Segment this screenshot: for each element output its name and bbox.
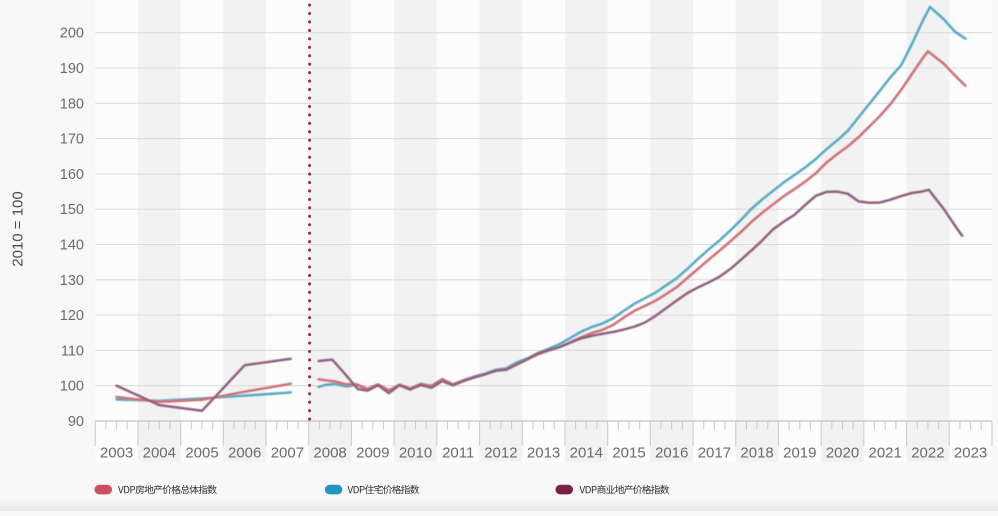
svg-text:2021: 2021: [869, 445, 902, 462]
svg-text:140: 140: [60, 238, 84, 254]
svg-text:2023: 2023: [954, 445, 987, 462]
svg-text:2003: 2003: [100, 445, 133, 462]
svg-text:2008: 2008: [313, 445, 346, 462]
svg-text:2016: 2016: [655, 445, 688, 462]
svg-text:120: 120: [60, 308, 84, 324]
svg-text:2004: 2004: [143, 445, 176, 462]
svg-text:2018: 2018: [740, 445, 773, 462]
svg-text:2010: 2010: [399, 445, 432, 462]
svg-text:2020: 2020: [826, 445, 859, 462]
svg-text:2019: 2019: [783, 445, 816, 462]
svg-text:2012: 2012: [484, 445, 517, 462]
svg-text:2009: 2009: [356, 445, 389, 462]
svg-text:160: 160: [60, 167, 84, 183]
svg-text:2011: 2011: [442, 445, 474, 462]
svg-text:110: 110: [61, 343, 84, 359]
svg-text:130: 130: [60, 273, 84, 289]
svg-text:150: 150: [60, 202, 84, 218]
svg-text:170: 170: [60, 132, 84, 148]
svg-text:2022: 2022: [911, 445, 944, 462]
svg-text:100: 100: [60, 379, 84, 395]
svg-text:2017: 2017: [698, 445, 731, 462]
svg-text:200: 200: [60, 26, 84, 42]
svg-text:190: 190: [60, 61, 84, 77]
svg-text:2013: 2013: [527, 445, 560, 462]
svg-text:2007: 2007: [271, 445, 304, 462]
svg-text:2006: 2006: [228, 445, 261, 462]
svg-text:2010 = 100: 2010 = 100: [10, 191, 27, 267]
svg-text:90: 90: [68, 414, 84, 430]
svg-text:180: 180: [60, 96, 84, 112]
svg-text:2015: 2015: [612, 445, 645, 462]
svg-text:2014: 2014: [570, 445, 603, 462]
svg-text:2005: 2005: [185, 445, 218, 462]
